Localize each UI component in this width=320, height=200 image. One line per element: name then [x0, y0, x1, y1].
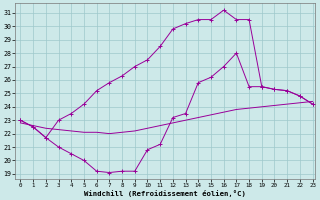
X-axis label: Windchill (Refroidissement éolien,°C): Windchill (Refroidissement éolien,°C) — [84, 190, 246, 197]
